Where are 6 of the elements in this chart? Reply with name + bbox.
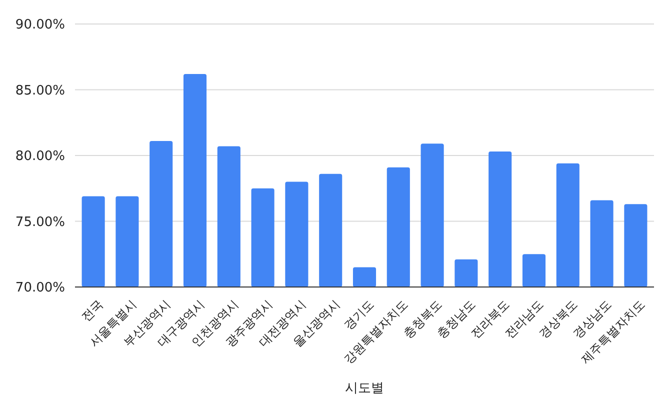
y-tick-label: 85.00% — [15, 83, 65, 98]
y-tick-label: 80.00% — [15, 149, 65, 164]
y-tick-label: 75.00% — [15, 214, 65, 230]
x-axis-title: 시도별 — [345, 381, 384, 396]
y-tick-label: 90.00% — [15, 18, 65, 33]
y-tick-label: 70.00% — [15, 280, 65, 296]
